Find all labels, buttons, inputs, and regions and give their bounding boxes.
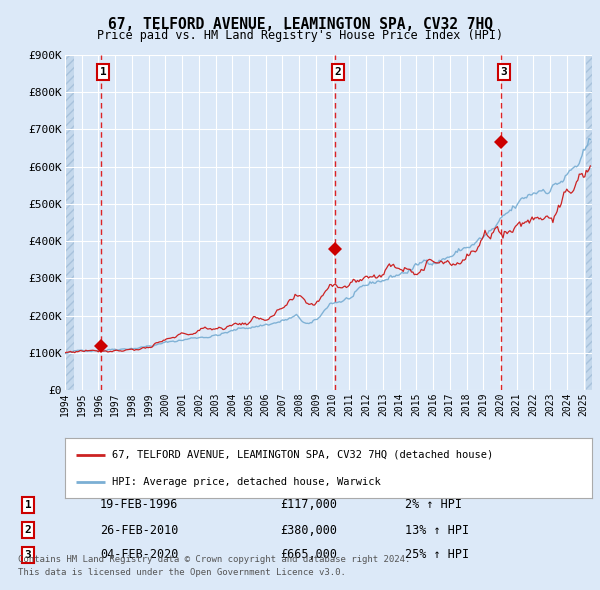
Text: £665,000: £665,000	[280, 549, 337, 562]
Text: 13% ↑ HPI: 13% ↑ HPI	[405, 523, 469, 536]
Text: 2% ↑ HPI: 2% ↑ HPI	[405, 499, 462, 512]
Text: 67, TELFORD AVENUE, LEAMINGTON SPA, CV32 7HQ: 67, TELFORD AVENUE, LEAMINGTON SPA, CV32…	[107, 17, 493, 31]
Bar	[65, 55, 74, 390]
Bar	[586, 55, 592, 390]
Text: 2: 2	[334, 67, 341, 77]
Text: 3: 3	[25, 550, 31, 560]
Text: 2: 2	[25, 525, 31, 535]
Text: 67, TELFORD AVENUE, LEAMINGTON SPA, CV32 7HQ (detached house): 67, TELFORD AVENUE, LEAMINGTON SPA, CV32…	[112, 450, 494, 460]
Text: This data is licensed under the Open Government Licence v3.0.: This data is licensed under the Open Gov…	[18, 568, 346, 576]
Text: 1: 1	[100, 67, 107, 77]
Text: Contains HM Land Registry data © Crown copyright and database right 2024.: Contains HM Land Registry data © Crown c…	[18, 555, 410, 563]
Text: HPI: Average price, detached house, Warwick: HPI: Average price, detached house, Warw…	[112, 477, 381, 487]
Text: 3: 3	[500, 67, 508, 77]
Text: Price paid vs. HM Land Registry's House Price Index (HPI): Price paid vs. HM Land Registry's House …	[97, 30, 503, 42]
Text: 26-FEB-2010: 26-FEB-2010	[100, 523, 178, 536]
Text: £380,000: £380,000	[280, 523, 337, 536]
Text: 04-FEB-2020: 04-FEB-2020	[100, 549, 178, 562]
Text: £117,000: £117,000	[280, 499, 337, 512]
Text: 1: 1	[25, 500, 31, 510]
Text: 19-FEB-1996: 19-FEB-1996	[100, 499, 178, 512]
Text: 25% ↑ HPI: 25% ↑ HPI	[405, 549, 469, 562]
